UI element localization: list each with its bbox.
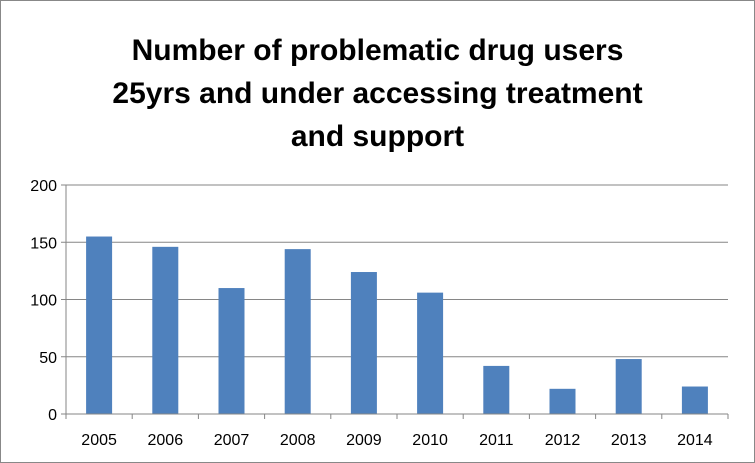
bar-2013 [615,359,642,414]
x-tick-label: 2012 [545,432,581,449]
bar-2009 [350,272,377,414]
x-tick-label: 2006 [148,432,184,449]
bar-2010 [417,292,444,414]
x-tick-label: 2008 [280,432,316,449]
x-tick-label: 2011 [479,432,514,449]
chart-title: Number of problematic drug users 25yrs a… [1,29,754,158]
bar-2006 [152,246,179,414]
chart-title-line-1: Number of problematic drug users [131,34,624,67]
y-axis-ticks: 0 50 100 150 200 [30,178,66,424]
bar-2014 [681,386,708,414]
bar-2005 [86,236,113,414]
bar-2008 [284,249,311,414]
chart-title-line-2: 25yrs and under accessing treatment [112,77,643,110]
chart-title-line-3: and support [290,120,465,153]
x-tick-label: 2007 [214,432,250,449]
y-tick-label: 100 [30,293,57,310]
x-tick-label: 2009 [346,432,382,449]
y-tick-label: 150 [30,235,57,252]
bar-2007 [218,288,245,414]
y-tick-label: 50 [39,350,57,367]
bar-2012 [549,388,576,414]
bar-series [86,236,708,414]
x-tick-label: 2014 [677,432,713,449]
bar-2011 [483,365,510,414]
x-tick-label: 2005 [81,432,117,449]
x-tick-label: 2010 [412,432,448,449]
y-tick-label: 200 [30,178,57,195]
y-tick-label: 0 [48,407,57,424]
x-axis-ticks: 2005 2006 2007 2008 2009 2010 2011 2012 2013 2014 [65,414,729,449]
x-tick-label: 2013 [611,432,647,449]
